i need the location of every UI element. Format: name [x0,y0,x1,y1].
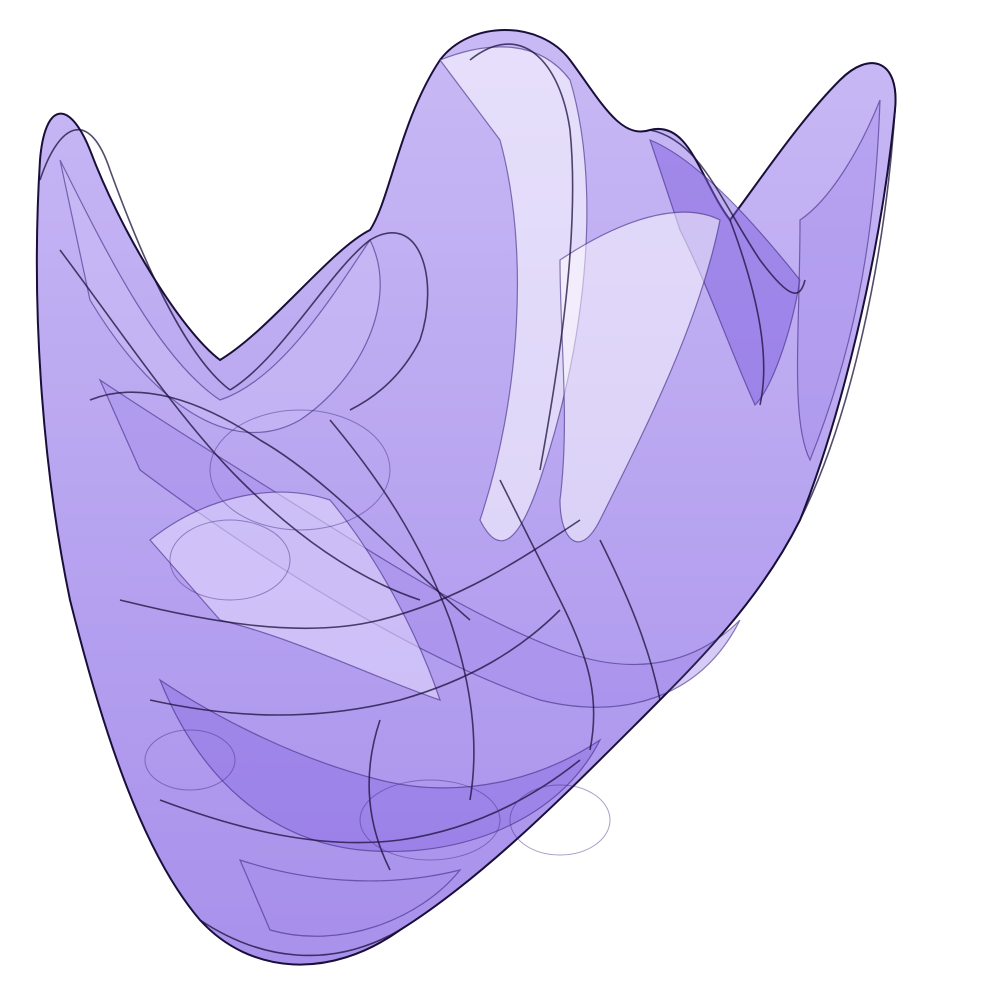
filament-curve [149,609,561,716]
attractor-filaments [39,43,897,957]
ribbon-band [439,46,588,542]
filament-loop [359,779,501,861]
filament-curve [119,519,581,630]
ribbon-band [796,99,881,462]
filament-curve [639,62,897,721]
filament-curve [39,128,231,391]
filament-loop [209,409,391,531]
filament-curve [368,719,391,871]
filament-curve [729,219,765,406]
filament-loop [509,784,611,856]
attractor-ribbons [59,46,881,937]
filament-curve [499,479,595,751]
filament-curve [469,43,574,471]
ribbon-band [649,138,801,407]
filament-curve [329,419,475,801]
filament-curve [159,759,581,844]
filament-curve [599,539,661,701]
filament-loop [169,519,291,601]
filament-curve [229,232,429,411]
filament-curve [89,391,471,621]
filament-curve [199,919,401,957]
ribbon-band [559,211,721,543]
filament-curve [649,129,806,294]
ribbon-band [158,678,602,853]
ribbon-band [238,859,462,937]
filament-curve [59,249,421,601]
filament-loop [144,729,236,791]
